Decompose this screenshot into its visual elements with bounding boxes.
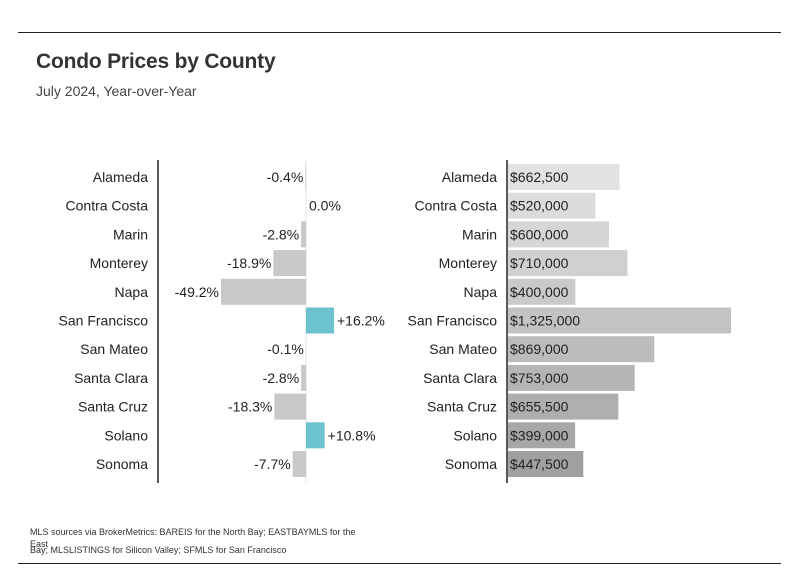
pct-category-label: Sonoma bbox=[96, 456, 148, 472]
price-category-label: San Francisco bbox=[408, 313, 498, 329]
pct-value-label: -2.8% bbox=[263, 370, 300, 386]
price-bar bbox=[508, 364, 635, 391]
pct-category-label: Contra Costa bbox=[66, 198, 149, 214]
price-value-label: $447,500 bbox=[510, 456, 569, 472]
pct-category-label: Marin bbox=[113, 226, 148, 242]
price-bar bbox=[508, 164, 620, 190]
pct-bar bbox=[273, 250, 306, 277]
chart-subtitle: July 2024, Year-over-Year bbox=[36, 83, 197, 99]
price-value-label: $710,000 bbox=[510, 255, 569, 271]
price-value-label: $655,500 bbox=[510, 399, 569, 415]
pct-bar bbox=[305, 164, 306, 190]
pct-category-label: Santa Cruz bbox=[78, 399, 148, 415]
pct-value-label: 0.0% bbox=[309, 198, 341, 214]
price-bar bbox=[508, 307, 731, 334]
price-category-label: San Mateo bbox=[429, 341, 497, 357]
pct-bar bbox=[301, 221, 306, 248]
pct-value-label: +16.2% bbox=[337, 313, 385, 329]
price-bar bbox=[508, 393, 619, 420]
price-value-label: $753,000 bbox=[510, 370, 569, 386]
bottom-rule bbox=[18, 563, 781, 564]
pct-bar bbox=[306, 422, 325, 449]
pct-value-label: -2.8% bbox=[263, 226, 300, 242]
price-value-label: $662,500 bbox=[510, 169, 569, 185]
pct-category-label: Napa bbox=[115, 284, 149, 300]
price-category-label: Alameda bbox=[442, 169, 497, 185]
pct-category-label: Monterey bbox=[90, 255, 148, 271]
pct-value-label: +10.8% bbox=[328, 427, 376, 443]
pct-category-label: Santa Clara bbox=[74, 370, 148, 386]
price-bar bbox=[508, 422, 576, 449]
price-value-label: $400,000 bbox=[510, 284, 569, 300]
price-category-label: Sonoma bbox=[445, 456, 497, 472]
footnote-line-1: MLS sources via BrokerMetrics: BAREIS fo… bbox=[30, 527, 356, 549]
price-category-label: Monterey bbox=[439, 255, 497, 271]
price-bar bbox=[508, 451, 584, 477]
pct-value-label: -18.3% bbox=[228, 399, 272, 415]
price-bar bbox=[508, 250, 628, 277]
pct-value-label: -7.7% bbox=[254, 456, 291, 472]
top-rule bbox=[18, 32, 781, 33]
pct-bar bbox=[292, 451, 306, 477]
price-value-label: $869,000 bbox=[510, 341, 569, 357]
pct-value-label: -49.2% bbox=[175, 284, 219, 300]
pct-bar bbox=[301, 364, 306, 391]
price-value-label: $1,325,000 bbox=[510, 313, 580, 329]
price-bar bbox=[508, 336, 655, 363]
price-bar bbox=[508, 221, 609, 248]
price-value-label: $399,000 bbox=[510, 427, 569, 443]
pct-bar bbox=[221, 278, 306, 305]
pct-category-label: Solano bbox=[104, 427, 148, 443]
price-category-label: Contra Costa bbox=[415, 198, 498, 214]
pct-bar bbox=[306, 307, 334, 334]
price-value-label: $600,000 bbox=[510, 226, 569, 242]
pct-category-label: San Francisco bbox=[59, 313, 149, 329]
pct-bar bbox=[274, 393, 306, 420]
pct-category-label: Alameda bbox=[93, 169, 148, 185]
pct-value-label: -18.9% bbox=[227, 255, 271, 271]
price-value-label: $520,000 bbox=[510, 198, 569, 214]
pct-value-label: -0.1% bbox=[267, 341, 304, 357]
price-bar bbox=[508, 192, 596, 219]
price-category-label: Marin bbox=[462, 226, 497, 242]
pct-value-label: -0.4% bbox=[267, 169, 304, 185]
chart-title: Condo Prices by County bbox=[36, 50, 276, 73]
price-bar bbox=[508, 278, 576, 305]
footnote-line-2: Bay; MLSLISTINGS for Silicon Valley; SFM… bbox=[30, 545, 287, 555]
price-category-label: Santa Clara bbox=[423, 370, 497, 386]
price-category-label: Santa Cruz bbox=[427, 399, 497, 415]
price-category-label: Solano bbox=[453, 427, 497, 443]
pct-category-label: San Mateo bbox=[80, 341, 148, 357]
price-category-label: Napa bbox=[464, 284, 498, 300]
